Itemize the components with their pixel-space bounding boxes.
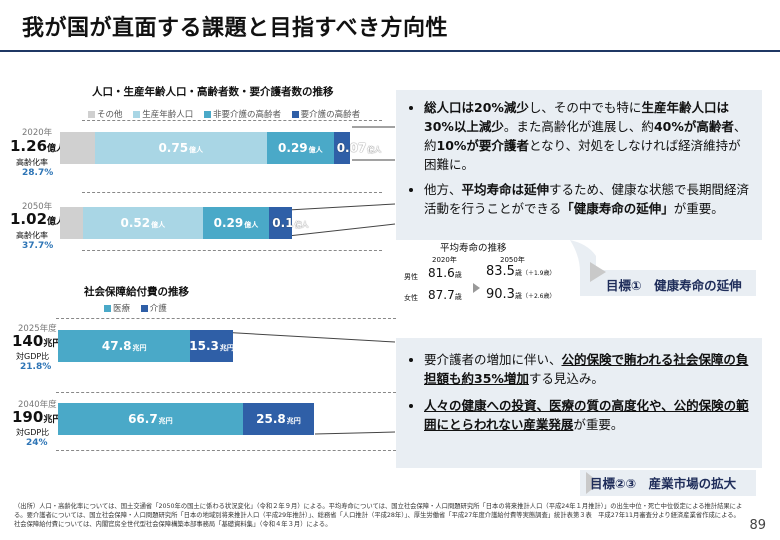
connector-ss-a	[219, 331, 396, 343]
legend-swatch-working	[133, 111, 141, 118]
security-chart-title: 社会保障給付費の推移	[84, 286, 189, 298]
pop-2020-year: 2020年	[22, 128, 53, 138]
pop-2020-total: 1.26億人	[10, 137, 66, 155]
title-divider	[0, 50, 780, 52]
legend-medical: 医療	[113, 304, 131, 314]
pop-row-segment-3: 0.07億人	[333, 132, 381, 164]
panel-issues: 総人口は20%減少し、その中でも特に生産年齢人口は30%以上減少。また高齢化が進…	[396, 90, 762, 240]
pop-row-segment-1: 0.52億人	[83, 207, 203, 239]
bullet-population: 総人口は20%減少し、その中でも特に生産年齢人口は30%以上減少。また高齢化が進…	[424, 98, 752, 174]
bullet-lifespan: 他方、平均寿命は延伸するため、健康な状態で長期間経済活動を行うことができる「健康…	[424, 180, 752, 218]
legend-care: 要介護の高齢者	[300, 110, 361, 120]
pop-2020-ratio-label: 高齢化率	[16, 158, 48, 167]
life-arrow-icon	[473, 283, 480, 293]
axis-dashed-ss-bottom	[56, 450, 396, 451]
pop-row-segment-2: 0.29億人	[267, 132, 334, 164]
axis-dashed-top	[82, 120, 382, 121]
life-male-2050: 83.5歳（＋1.9歳）	[486, 264, 556, 279]
pop-2020-ratio: 28.7%	[22, 168, 54, 178]
pop-2050-ratio: 37.7%	[22, 241, 54, 251]
population-legend: その他 生産年齢人口 非要介護の高齢者 要介護の高齢者	[80, 108, 360, 120]
ss-row-segment-1: 15.3兆円	[189, 330, 234, 362]
bullet-burden: 要介護者の増加に伴い、公的保険で賄われる社会保障の負担額も約35%増加する見込み…	[424, 350, 752, 388]
pop-row-segment-3: 0.1億人	[269, 207, 309, 239]
page-number: 89	[749, 518, 766, 533]
pop-row-segment-label-2: 0.29億人	[213, 216, 259, 230]
life-year-2050: 2050年	[500, 256, 525, 264]
legend-nursing: 介護	[149, 304, 167, 314]
pop-row-segment-label-3: 0.07億人	[336, 141, 382, 155]
page-title: 我が国が直面する課題と目指すべき方向性	[22, 16, 448, 41]
pop-2050-ratio-label: 高齢化率	[16, 231, 48, 240]
pop-2050-total: 1.02億人	[10, 210, 66, 228]
pop-2050-year: 2050年	[22, 202, 53, 212]
connector-mid-b	[287, 223, 396, 237]
bullet-investment: 人々の健康への投資、医療の質の高度化や、公的保険の範囲にとらわれない産業発展が重…	[424, 396, 752, 434]
ss-row-segment-0: 66.7兆円	[58, 403, 243, 435]
goal2-arrow	[580, 470, 756, 496]
ss-row-segment-label-0: 66.7兆円	[128, 412, 173, 426]
legend-swatch-elderly	[203, 111, 211, 118]
life-female-label: 女性	[404, 294, 418, 302]
life-year-2020: 2020年	[432, 256, 457, 264]
pop-row-segment-1: 0.75億人	[94, 132, 267, 164]
ss-row-segment-label-0: 47.8兆円	[101, 339, 147, 353]
goal1-arrow	[570, 240, 756, 296]
legend-swatch-other	[88, 111, 95, 118]
ss-2025-ratio: 21.8%	[20, 362, 52, 372]
legend-elderly: 非要介護の高齢者	[212, 110, 281, 120]
ss-row-segment-0: 47.8兆円	[58, 330, 191, 362]
ss-row-segment-1: 25.8兆円	[242, 403, 315, 435]
life-title: 平均寿命の推移	[440, 243, 507, 254]
ss-2025-total: 140兆円	[12, 332, 62, 350]
legend-working: 生産年齢人口	[142, 110, 194, 120]
pop-row-segment-0	[60, 207, 83, 239]
ss-2040-year: 2040年度	[18, 400, 57, 410]
ss-2040-ratio-label: 対GDP比	[16, 428, 50, 437]
ss-row-segment-label-1: 25.8兆円	[256, 412, 301, 426]
axis-dashed-ss-mid	[56, 392, 396, 393]
life-female-2020: 87.7歳	[428, 288, 462, 302]
pop-row-segment-label-1: 0.75億人	[158, 141, 204, 155]
ss-2040-total: 190兆円	[12, 408, 62, 426]
pop-row-segment-label-1: 0.52億人	[120, 216, 166, 230]
pop-row-segment-label-2: 0.29億人	[278, 141, 323, 155]
axis-dashed-mid	[82, 192, 382, 193]
security-legend: 医療 介護	[96, 302, 167, 314]
legend-swatch-medical	[104, 305, 111, 312]
life-female-2050: 90.3歳（＋2.6歳）	[486, 287, 556, 302]
legend-other: その他	[97, 110, 123, 120]
ss-2025-year: 2025年度	[18, 324, 57, 334]
connector-mid-a	[287, 203, 396, 211]
panel-industry: 要介護者の増加に伴い、公的保険で賄われる社会保障の負担額も約35%増加する見込み…	[396, 338, 762, 468]
axis-dashed-bottom	[82, 250, 382, 251]
population-chart-title: 人口・生産年齢人口・高齢者数・要介護者数の推移	[92, 86, 334, 98]
goal1-label: 目標① 健康寿命の延伸	[606, 278, 742, 293]
life-male-label: 男性	[404, 273, 418, 281]
goal2-label: 目標②③ 産業市場の拡大	[590, 476, 737, 491]
ss-2025-ratio-label: 対GDP比	[16, 352, 50, 361]
pop-row-segment-label-3: 0.1億人	[272, 216, 309, 230]
legend-swatch-care	[291, 111, 299, 118]
life-male-2020: 81.6歳	[428, 266, 462, 280]
pop-row-segment-2: 0.29億人	[202, 207, 270, 239]
ss-row-segment-label-1: 15.3兆円	[189, 339, 234, 353]
axis-dashed-ss-top	[56, 318, 396, 319]
source-note: （出所）人口・高齢化率については、国土交通省「2050年の国土に係わる状況変化」…	[14, 503, 743, 528]
ss-2040-ratio: 24%	[26, 438, 48, 448]
pop-row-segment-0	[60, 132, 95, 164]
legend-swatch-nursing	[140, 305, 148, 312]
connector-ss-b	[314, 431, 396, 435]
